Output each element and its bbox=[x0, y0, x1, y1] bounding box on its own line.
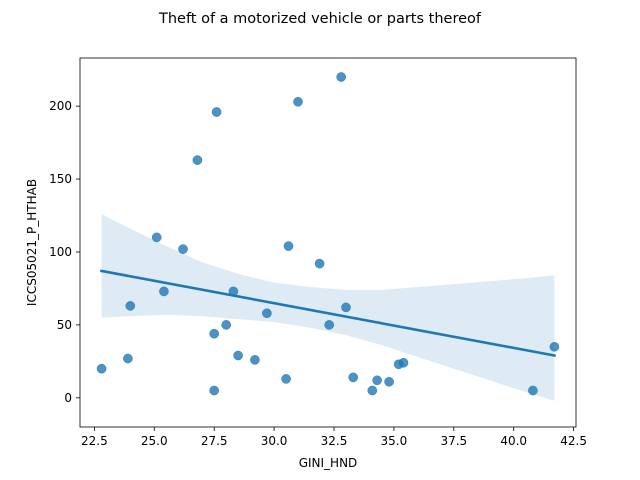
x-tick-label-4: 32.5 bbox=[321, 434, 348, 448]
data-point-27 bbox=[398, 357, 409, 368]
x-tick-label-8: 42.5 bbox=[560, 434, 587, 448]
y-tick-label-2: 100 bbox=[49, 245, 72, 259]
y-tick-label-3: 150 bbox=[49, 172, 72, 186]
data-point-29 bbox=[549, 341, 560, 352]
data-point-4 bbox=[159, 286, 169, 297]
data-point-0 bbox=[96, 363, 107, 374]
x-tick-label-6: 37.5 bbox=[440, 434, 467, 448]
x-tick-label-7: 40.0 bbox=[500, 434, 527, 448]
data-point-5 bbox=[178, 244, 188, 254]
data-point-17 bbox=[293, 96, 303, 107]
data-point-3 bbox=[151, 232, 162, 243]
data-point-2 bbox=[125, 301, 136, 311]
data-point-19 bbox=[324, 320, 335, 330]
regression-line bbox=[100, 269, 556, 358]
data-point-24 bbox=[372, 375, 382, 386]
data-point-9 bbox=[211, 107, 222, 117]
chart-title: Theft of a motorized vehicle or parts th… bbox=[158, 11, 482, 27]
data-point-8 bbox=[209, 385, 220, 396]
x-tick-label-3: 30.0 bbox=[261, 434, 288, 448]
data-point-15 bbox=[281, 374, 291, 384]
axis-ticks: 22.5 25.0 27.5 30.0 32.5 35.0 37.5 40.0 42.5 0 50 1… bbox=[49, 99, 587, 448]
data-point-23 bbox=[367, 385, 378, 396]
y-tick-label-1: 50 bbox=[57, 318, 72, 332]
x-tick-label-1: 25.0 bbox=[141, 434, 168, 448]
plot-inner bbox=[96, 72, 560, 401]
x-tick-label-0: 22.5 bbox=[81, 434, 108, 448]
data-point-22 bbox=[348, 372, 359, 383]
y-axis-label: ICCS05021_P_HTHAB bbox=[25, 179, 39, 306]
x-tick-label-2: 27.5 bbox=[201, 434, 228, 448]
y-tick-label-0: 0 bbox=[64, 391, 72, 405]
x-axis-label: GINI_HND bbox=[299, 456, 358, 470]
data-point-14 bbox=[262, 308, 272, 319]
data-point-6 bbox=[192, 155, 203, 165]
axes-frame bbox=[79, 57, 577, 428]
data-point-28 bbox=[528, 385, 538, 396]
data-point-21 bbox=[341, 302, 351, 313]
y-tick-label-4: 200 bbox=[49, 99, 72, 113]
data-point-16 bbox=[283, 241, 294, 251]
x-tick-label-5: 35.0 bbox=[381, 434, 408, 448]
confidence-band bbox=[101, 214, 555, 401]
data-point-1 bbox=[123, 353, 133, 364]
data-point-18 bbox=[314, 258, 325, 269]
data-point-12 bbox=[233, 350, 243, 361]
data-point-20 bbox=[336, 72, 347, 82]
data-point-7 bbox=[209, 328, 220, 339]
plot-area bbox=[96, 72, 560, 401]
data-point-13 bbox=[250, 355, 260, 365]
data-point-10 bbox=[221, 320, 232, 330]
data-point-25 bbox=[384, 376, 394, 387]
